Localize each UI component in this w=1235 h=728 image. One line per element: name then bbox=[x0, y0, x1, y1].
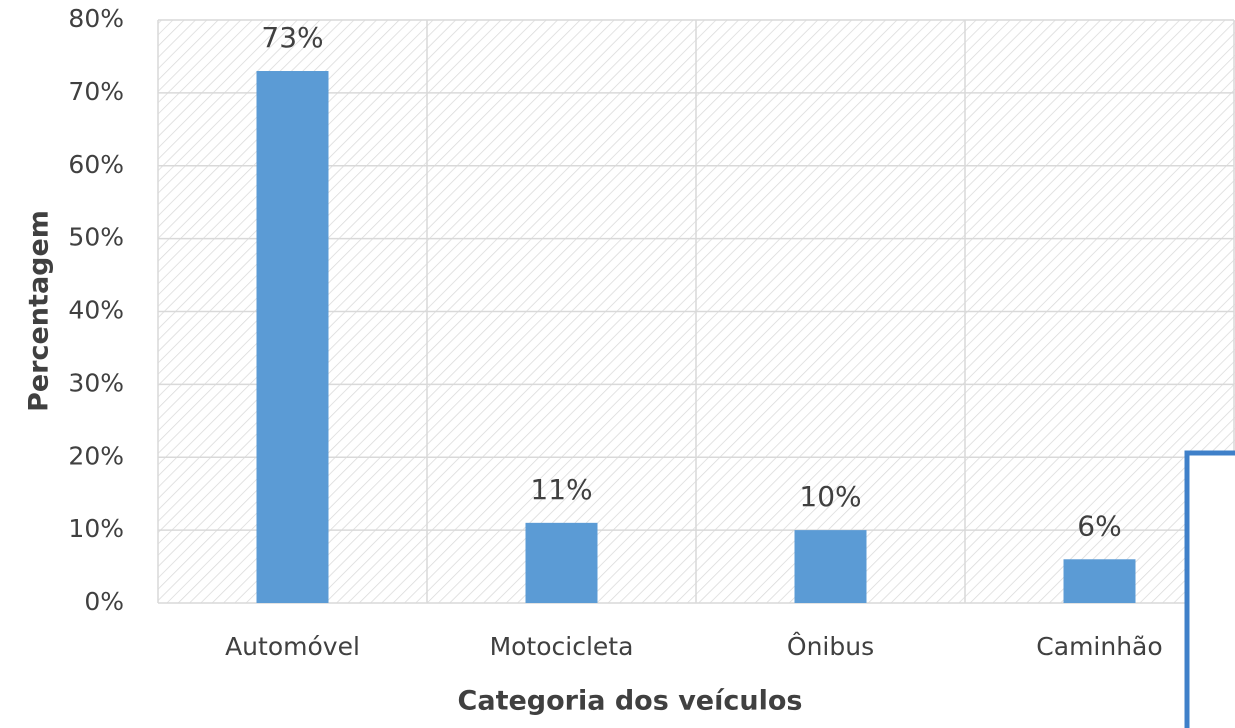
x-tick-label: Caminhão bbox=[1036, 632, 1162, 661]
value-label: 73% bbox=[261, 21, 323, 54]
value-label: 11% bbox=[530, 473, 592, 506]
y-tick-label: 10% bbox=[68, 514, 124, 543]
plot: 0% 10% 20% 30% 40% 50% 60% 70% 80% Automóvel 73% Mo… bbox=[68, 4, 1235, 661]
x-tick-label: Motocicleta bbox=[490, 632, 634, 661]
y-tick-label: 80% bbox=[68, 4, 124, 33]
y-tick-label: 50% bbox=[68, 223, 124, 252]
bar bbox=[1063, 559, 1136, 603]
y-tick-label: 30% bbox=[68, 368, 124, 397]
y-tick-label: 0% bbox=[84, 587, 124, 616]
bar bbox=[794, 530, 867, 603]
x-tick-label: Automóvel bbox=[225, 632, 360, 661]
y-tick-label: 20% bbox=[68, 441, 124, 470]
bar bbox=[525, 522, 598, 603]
y-axis-title: Percentagem bbox=[24, 210, 55, 412]
value-label: 6% bbox=[1077, 509, 1121, 542]
overlay-panel bbox=[1184, 450, 1235, 728]
value-label: 10% bbox=[799, 480, 861, 513]
y-tick-label: 70% bbox=[68, 77, 124, 106]
y-tick-label: 40% bbox=[68, 296, 124, 325]
y-tick-label: 60% bbox=[68, 150, 124, 179]
x-tick-label: Ônibus bbox=[787, 631, 874, 661]
bar bbox=[256, 71, 329, 603]
x-axis-title: Categoria dos veículos bbox=[458, 686, 803, 717]
